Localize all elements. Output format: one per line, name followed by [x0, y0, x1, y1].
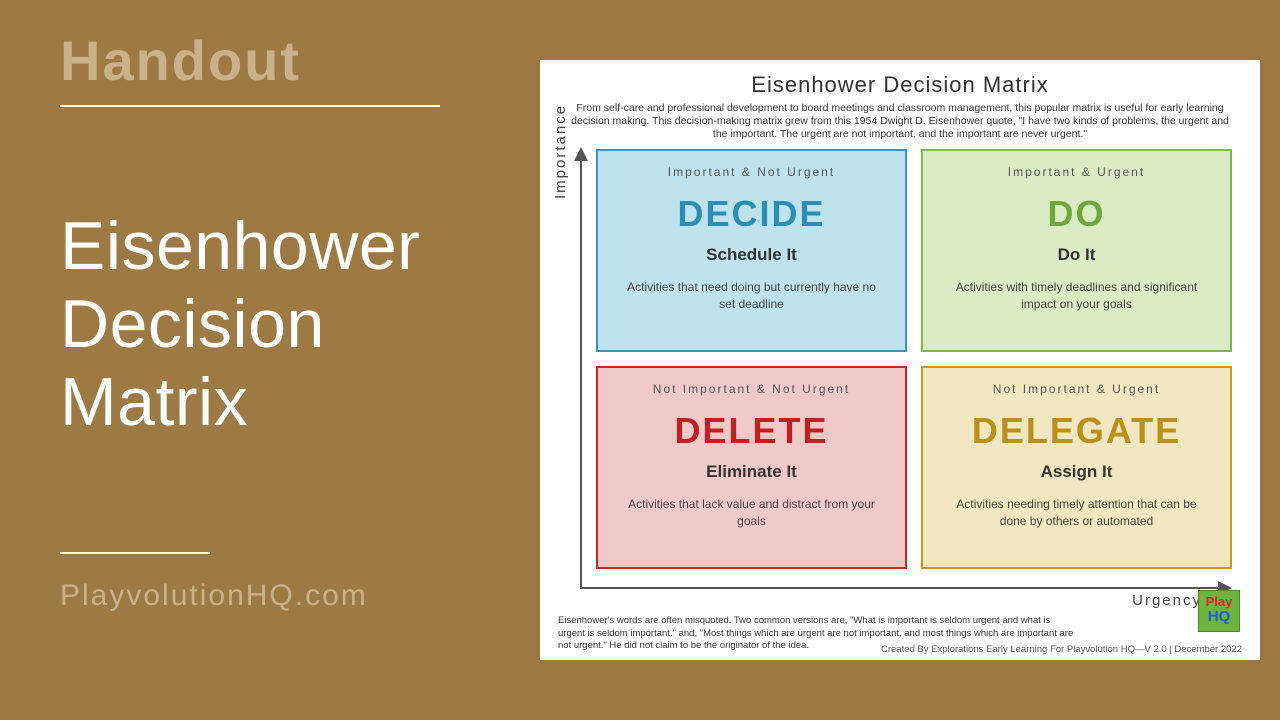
quadrant-grid: Important & Not Urgent DECIDE Schedule I… [596, 149, 1232, 569]
quad-category: Not Important & Not Urgent [653, 382, 850, 396]
x-axis-arrow [580, 587, 1230, 589]
quadrant-decide: Important & Not Urgent DECIDE Schedule I… [596, 149, 907, 352]
main-title: Eisenhower Decision Matrix [60, 207, 480, 442]
quad-category: Not Important & Urgent [993, 382, 1160, 396]
y-axis-arrow [580, 149, 582, 589]
title-line-1: Eisenhower [60, 207, 480, 285]
quad-action: DELEGATE [972, 410, 1181, 452]
title-line-3: Matrix [60, 363, 480, 441]
divider-bottom [60, 552, 210, 554]
quadrant-delegate: Not Important & Urgent DELEGATE Assign I… [921, 366, 1232, 569]
quad-description: Activities that need doing but currently… [610, 279, 893, 311]
matrix-body: Importance Important & Not Urgent DECIDE… [558, 149, 1242, 609]
x-axis-label: Urgency [1132, 592, 1202, 609]
matrix-title: Eisenhower Decision Matrix [558, 72, 1242, 98]
quad-description: Activities needing timely attention that… [935, 496, 1218, 528]
title-line-2: Decision [60, 285, 480, 363]
logo-line1: Play [1206, 594, 1233, 609]
y-axis-label: Importance [552, 104, 569, 199]
quad-category: Important & Not Urgent [668, 165, 835, 179]
quad-action: DO [1048, 193, 1106, 235]
left-panel: Handout Eisenhower Decision Matrix Playv… [0, 0, 520, 720]
matrix-intro: From self-care and professional developm… [558, 102, 1242, 141]
quad-description: Activities that lack value and distract … [610, 496, 893, 528]
quadrant-do: Important & Urgent DO Do It Activities w… [921, 149, 1232, 352]
quad-subtitle: Schedule It [706, 245, 797, 265]
quad-subtitle: Eliminate It [706, 462, 797, 482]
quad-action: DELETE [674, 410, 828, 452]
quad-action: DECIDE [677, 193, 825, 235]
quad-category: Important & Urgent [1008, 165, 1145, 179]
divider-top [60, 105, 440, 107]
matrix-card: Eisenhower Decision Matrix From self-car… [540, 60, 1260, 660]
quad-description: Activities with timely deadlines and sig… [935, 279, 1218, 311]
quadrant-delete: Not Important & Not Urgent DELETE Elimin… [596, 366, 907, 569]
playvolution-logo: Play HQ [1198, 590, 1240, 632]
website-url: PlayvolutionHQ.com [60, 579, 480, 613]
logo-line2: HQ [1208, 608, 1231, 625]
quad-subtitle: Do It [1058, 245, 1096, 265]
quad-subtitle: Assign It [1041, 462, 1113, 482]
handout-label: Handout [60, 28, 480, 93]
